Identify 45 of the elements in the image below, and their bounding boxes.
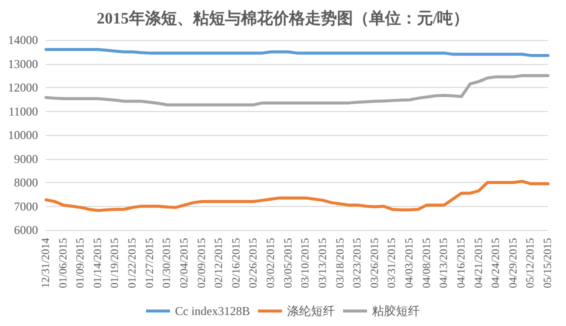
x-tick-label: 01/09/2015 (74, 238, 87, 288)
y-tick-label: 11000 (8, 104, 38, 118)
x-tick-label: 04/29/2015 (507, 238, 520, 288)
x-tick-label: 03/10/2015 (300, 238, 312, 288)
x-tick-label: 03/13/2015 (316, 238, 329, 288)
y-tick-label: 6000 (14, 223, 38, 237)
chart-title: 2015年涤短、粘短与棉花价格走势图（单位：元/吨） (96, 10, 470, 28)
x-tick-label: 01/30/2015 (161, 238, 174, 288)
x-tick-label: 03/23/2015 (352, 238, 364, 288)
line-series (44, 180, 550, 212)
x-tick-label: 02/16/2015 (230, 238, 242, 288)
x-tick-label: 05/12/2015 (524, 238, 537, 288)
x-tick-label: 03/05/2015 (282, 238, 294, 288)
legend-label: 粘胶短纤 (372, 304, 420, 318)
x-tick-label: 03/18/2015 (334, 238, 346, 288)
x-tick-label: 02/09/2015 (196, 238, 208, 288)
x-tick-label: 02/26/2015 (248, 238, 260, 288)
x-tick-label: 01/19/2015 (109, 238, 122, 288)
x-tick-label: 02/04/2015 (178, 238, 190, 288)
x-tick-label: 01/14/2015 (92, 238, 104, 288)
y-tick-label: 9000 (14, 152, 38, 166)
x-tick-label: 03/31/2015 (386, 238, 398, 288)
line-series (44, 74, 550, 106)
y-tick-label: 7000 (14, 199, 38, 214)
x-tick-label: 04/08/2015 (420, 238, 433, 288)
x-tick-label: 02/12/2015 (213, 238, 226, 288)
y-tick-label: 14000 (8, 33, 38, 47)
x-tick-label: 04/21/2015 (472, 238, 485, 288)
x-tick-label: 03/26/2015 (368, 238, 381, 288)
y-tick-label: 12000 (8, 80, 38, 94)
x-tick-label: 01/27/2015 (144, 238, 156, 288)
y-tick-label: 13000 (8, 56, 38, 71)
x-tick-label: 04/03/2015 (404, 238, 416, 288)
x-tick-label: 03/02/2015 (265, 238, 278, 288)
legend-label: 涤纶短纤 (286, 304, 335, 318)
legend-label: Cc index3128B (175, 304, 250, 318)
x-tick-label: 12/31/2014 (40, 238, 52, 288)
x-tick-label: 04/13/2015 (438, 238, 450, 288)
y-tick-label: 10000 (8, 128, 38, 142)
x-tick-label: 01/22/2015 (126, 238, 139, 288)
x-tick-label: 01/06/2015 (57, 238, 70, 288)
y-tick-label: 8000 (14, 176, 38, 190)
x-tick-label: 04/16/2015 (455, 238, 468, 288)
x-tick-label: 04/24/2015 (490, 238, 502, 288)
x-tick-label: 05/15/2015 (542, 238, 554, 288)
